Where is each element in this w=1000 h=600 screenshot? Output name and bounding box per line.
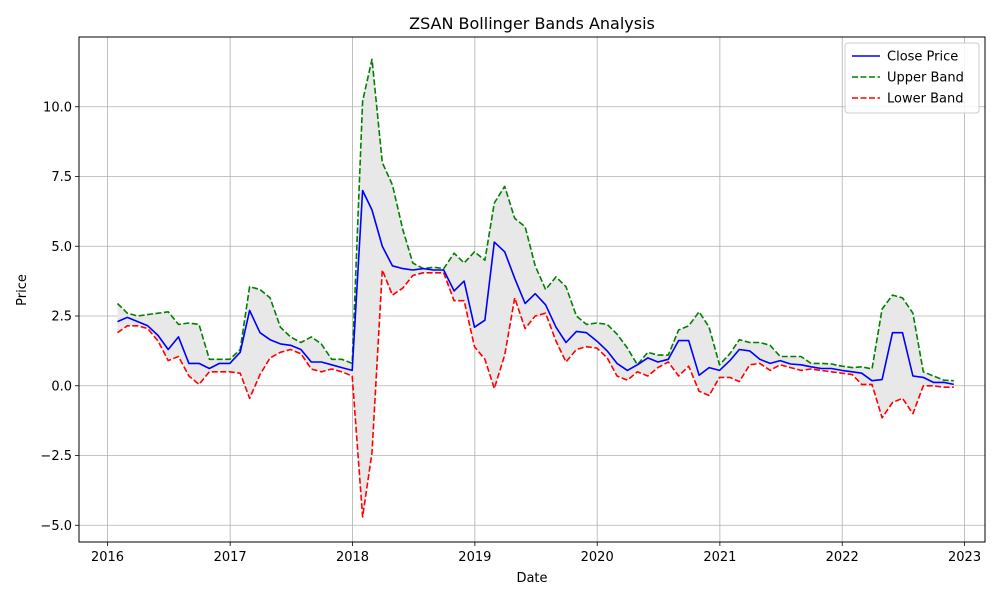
x-axis: 2016 2017 2018 2019 2020 2021 2022 2023 [91, 542, 981, 565]
y-tick-label: 10.0 [43, 100, 72, 115]
x-tick-label: 2021 [703, 550, 736, 565]
legend-label: Lower Band [887, 92, 963, 107]
y-tick-label: −2.5 [40, 449, 72, 464]
x-tick-label: 2022 [826, 550, 859, 565]
legend-label: Upper Band [887, 71, 964, 86]
y-tick-label: −5.0 [40, 519, 72, 534]
series-lines [116, 58, 954, 518]
legend-box [844, 42, 980, 114]
x-axis-label: Date [516, 571, 547, 586]
x-tick-label: 2020 [581, 550, 614, 565]
x-tick-label: 2016 [91, 550, 124, 565]
y-axis-label: Price [15, 274, 30, 306]
x-tick-label: 2023 [948, 550, 981, 565]
band-fill-area [117, 59, 954, 517]
close-price-line [117, 189, 954, 386]
y-tick-label: 0.0 [51, 379, 72, 394]
legend-label: Close Price [887, 50, 958, 65]
y-tick-label: 5.0 [51, 240, 72, 255]
upper-band-line [116, 58, 954, 382]
x-tick-label: 2018 [336, 550, 369, 565]
y-axis: −5.0 −2.5 0.0 2.5 5.0 7.5 10.0 [40, 100, 79, 534]
lower-band-line [117, 269, 954, 518]
x-tick-label: 2019 [458, 550, 491, 565]
y-tick-label: 2.5 [51, 310, 72, 325]
legend: Close Price Upper Band Lower Band [844, 42, 980, 114]
x-tick-label: 2017 [214, 550, 247, 565]
chart-title: ZSAN Bollinger Bands Analysis [409, 14, 655, 33]
y-tick-label: 7.5 [51, 170, 72, 185]
plot-frame [78, 36, 986, 543]
